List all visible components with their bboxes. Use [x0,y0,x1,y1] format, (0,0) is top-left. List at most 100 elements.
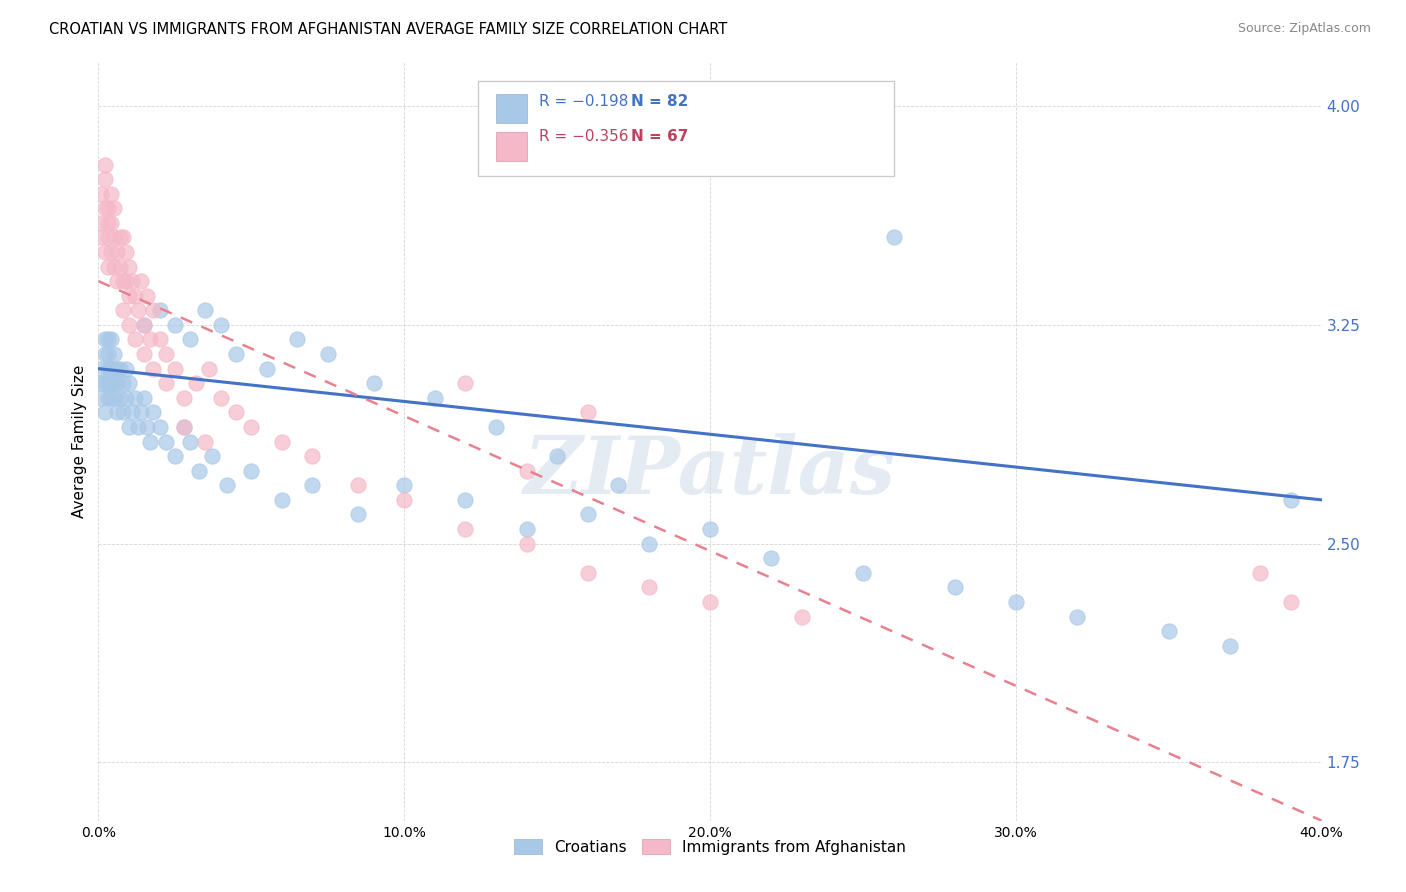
Point [129,405,152,419]
Point [142,405,165,419]
Point [188,464,211,478]
Point [943,580,966,594]
Point [454,376,477,391]
Point [363,376,385,391]
Point [1066,609,1088,624]
Point [108,230,131,244]
Point [124,289,146,303]
Point [155,434,177,449]
Point [90,216,112,230]
Text: Source: ZipAtlas.com: Source: ZipAtlas.com [1237,22,1371,36]
Point [1279,595,1302,609]
Point [121,274,143,288]
Point [97,376,120,391]
Point [392,492,416,507]
Point [100,333,122,347]
Point [209,318,232,332]
Text: R = −0.198: R = −0.198 [538,95,628,110]
Point [111,376,134,391]
Point [100,376,122,391]
Point [115,361,138,376]
Point [103,347,125,361]
Point [285,333,308,347]
Point [270,434,292,449]
Point [121,405,143,419]
Point [134,318,156,332]
Point [454,522,477,536]
Text: N = 67: N = 67 [630,129,688,145]
Point [134,347,156,361]
Point [149,303,172,318]
Point [142,303,165,318]
Point [108,361,131,376]
Point [1157,624,1180,639]
Point [240,464,263,478]
Point [105,244,128,259]
Text: ZIPatlas: ZIPatlas [524,434,896,510]
Legend: Croatians, Immigrants from Afghanistan: Croatians, Immigrants from Afghanistan [515,838,905,855]
Point [97,216,120,230]
Point [118,289,141,303]
Point [194,303,217,318]
Point [115,274,138,288]
Point [240,420,263,434]
Point [90,186,112,201]
Point [200,449,222,463]
Point [108,260,131,274]
Point [173,391,195,405]
Point [197,361,219,376]
Point [270,492,292,507]
Point [134,318,156,332]
Point [1219,639,1241,653]
Point [179,434,201,449]
Point [100,361,122,376]
Point [118,318,141,332]
Point [485,420,508,434]
Point [301,478,323,492]
Text: N = 82: N = 82 [630,95,688,110]
Point [759,551,782,566]
Point [155,347,177,361]
Text: CROATIAN VS IMMIGRANTS FROM AFGHANISTAN AVERAGE FAMILY SIZE CORRELATION CHART: CROATIAN VS IMMIGRANTS FROM AFGHANISTAN … [49,22,727,37]
Point [111,303,134,318]
Point [118,420,141,434]
Point [225,347,247,361]
Point [730,85,752,99]
Point [97,230,120,244]
Point [111,274,134,288]
Point [100,391,122,405]
Point [97,347,120,361]
Point [607,478,630,492]
Point [124,333,146,347]
Point [576,405,599,419]
Point [103,201,125,215]
Point [1279,492,1302,507]
Point [163,449,186,463]
Point [225,405,247,419]
FancyBboxPatch shape [496,132,527,161]
Point [179,333,201,347]
Point [186,376,208,391]
Point [637,536,661,550]
Point [103,230,125,244]
Point [118,260,141,274]
Point [1249,566,1271,580]
Point [100,186,122,201]
Text: R = −0.356: R = −0.356 [538,129,628,145]
Point [93,244,115,259]
Point [423,391,446,405]
Point [347,508,370,522]
Point [105,405,128,419]
Point [149,333,172,347]
Point [155,376,177,391]
Point [111,230,134,244]
Point [100,216,122,230]
Point [142,361,165,376]
Point [516,536,538,550]
Point [546,449,568,463]
Point [105,361,128,376]
Point [93,347,115,361]
Point [194,434,217,449]
Point [118,376,141,391]
Point [392,478,416,492]
